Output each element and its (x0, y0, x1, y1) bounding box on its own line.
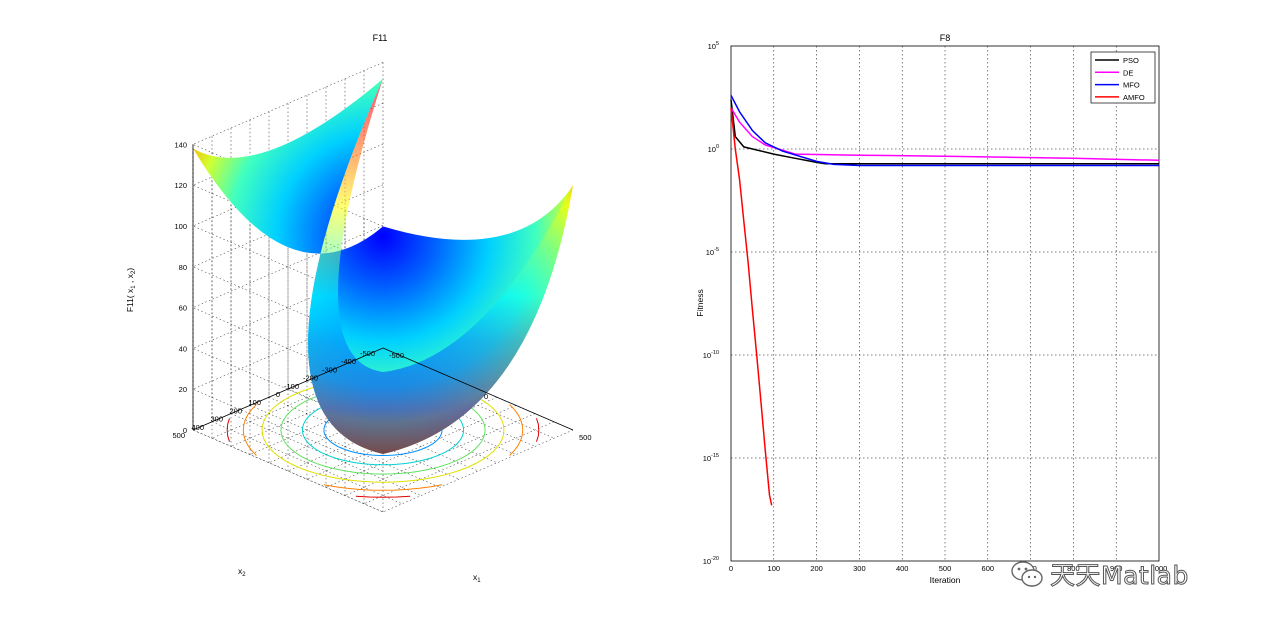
y-tick-label: 100 (708, 144, 719, 154)
x-tick-label: 300 (853, 564, 866, 573)
y-tick-label: -300 (322, 365, 337, 374)
y-tick-label: 200 (229, 406, 242, 415)
x-tick-label: -500 (389, 351, 404, 360)
surface-xlabel: x1 (473, 572, 481, 584)
x-tick-label: 900 (1110, 564, 1123, 573)
y-tick-label: 10-10 (703, 350, 719, 360)
z-tick-label: 20 (179, 385, 187, 394)
x-tick-label: 800 (1067, 564, 1080, 573)
surface-ylabel: x2 (238, 566, 246, 578)
contour-ring (226, 362, 540, 498)
series-line-pso (730, 99, 1159, 165)
x-axis-line (382, 347, 574, 431)
floor-grid-line (249, 372, 441, 455)
wechat-icon (1011, 561, 1043, 587)
surface-title: F11 (373, 33, 388, 43)
y-tick-label: 105 (708, 41, 719, 51)
y-tick-label: 10-5 (706, 247, 719, 257)
x-tick-label: 0 (484, 392, 488, 401)
contour-ring (242, 369, 524, 491)
x-tick-label: 1000 (1151, 564, 1168, 573)
x-tick-label: 500 (579, 433, 592, 442)
floor-grid-line (306, 396, 498, 480)
series-line-mfo (730, 95, 1159, 167)
surface-front-lobe (308, 78, 573, 454)
y-tick-label: 100 (248, 398, 261, 407)
z-tick-label: 140 (174, 140, 187, 149)
legend-label: PSO (1123, 56, 1139, 65)
convergence-xlabel: Iteration (930, 575, 961, 585)
x-tick-label: 500 (939, 564, 952, 573)
surface-mesh (193, 78, 573, 454)
floor-grid-line (192, 429, 384, 513)
convergence-ylabel: Fitness (695, 289, 705, 316)
floor-grid-line (249, 405, 441, 488)
floor-grid-line (382, 429, 574, 513)
series-line-de (730, 107, 1160, 162)
y-tick-label: 10-15 (703, 453, 719, 463)
floor-grid-line (325, 405, 517, 488)
y-tick-label: -100 (284, 382, 299, 391)
y-tick-label: -200 (303, 374, 318, 383)
x-tick-label: 600 (982, 564, 995, 573)
floor-grid-line (325, 372, 517, 455)
y-tick-label: 500 (172, 431, 185, 440)
floor-grid-line (268, 396, 460, 480)
legend: PSO DE MFO AMFO (1090, 51, 1156, 104)
watermark: 天天Matlab (1010, 552, 1250, 596)
x-tick-label: 200 (810, 564, 823, 573)
legend-label: DE (1123, 68, 1133, 77)
y-tick-label: 0 (276, 390, 280, 399)
legend-label: AMFO (1123, 93, 1145, 102)
convergence-title: F8 (940, 33, 951, 43)
y-tick-label: 400 (191, 423, 204, 432)
floor-grid-line (306, 380, 498, 464)
z-tick-label: 120 (174, 181, 187, 190)
surface-plot-f11: 0 20 40 60 80 100 120 140 500 400 300 200 100 0 -100 -2… (125, 33, 592, 584)
convergence-plot-f8: 0100200300400500600700800900100010510010… (695, 33, 1167, 585)
convergence-grid (731, 46, 1159, 561)
z-tick-label: 40 (179, 344, 187, 353)
y-tick-label: -500 (360, 349, 375, 358)
floor-grid-line (268, 380, 460, 464)
series-line-amfo (730, 107, 773, 506)
z-tick-label: 80 (179, 263, 187, 272)
z-tick-label: 60 (179, 304, 187, 313)
convergence-series (730, 95, 1160, 506)
y-tick-label: 10-20 (703, 556, 719, 566)
floor-grid-line (287, 388, 479, 472)
x-tick-label: 0 (729, 564, 733, 573)
floor-grid-line (287, 388, 479, 472)
convergence-ticks: 0100200300400500600700800900100010510010… (703, 41, 1168, 573)
y-tick-label: 300 (210, 415, 223, 424)
x-tick-label: 400 (896, 564, 909, 573)
contour-ring (261, 377, 505, 483)
x-tick-label: 100 (768, 564, 781, 573)
surface-axes: 0 20 40 60 80 100 120 140 500 400 300 200 100 0 -100 -2… (172, 140, 591, 442)
legend-label: MFO (1123, 81, 1140, 90)
surface-zlabel: F11( x1 , x2) (125, 268, 137, 313)
watermark-text: 天天Matlab (1050, 561, 1189, 591)
z-tick-label: 0 (183, 426, 187, 435)
contour-ring (280, 385, 486, 475)
z-tick-label: 100 (174, 222, 187, 231)
y-axis-line (192, 347, 384, 431)
y-tick-label: -400 (341, 357, 356, 366)
